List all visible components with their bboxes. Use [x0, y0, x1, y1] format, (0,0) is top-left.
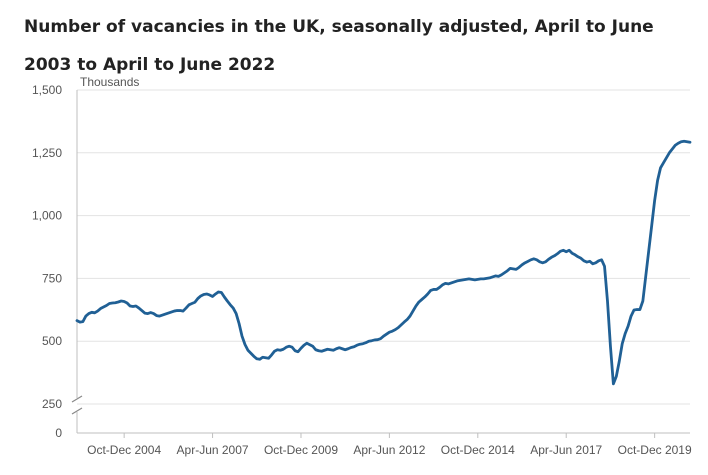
chart-title: Number of vacancies in the UK, seasonall… [24, 17, 654, 75]
y-tick-label: 1,500 [32, 83, 62, 97]
x-tick-label: Apr-Jun 2017 [530, 443, 602, 457]
x-tick-label: Oct-Dec 2004 [87, 443, 161, 457]
x-tick-label: Apr-Jun 2012 [353, 443, 425, 457]
y-tick-label: 500 [42, 334, 62, 348]
gridlines [77, 89, 690, 405]
x-tick-label: Oct-Dec 2014 [441, 443, 515, 457]
y-tick-label: 750 [42, 271, 62, 285]
x-tick-label: Apr-Jun 2007 [177, 443, 249, 457]
y-unit-label: Thousands [80, 75, 139, 89]
x-axis [76, 90, 690, 434]
y-tick-label: 250 [42, 397, 62, 411]
y-axis-ticks: 0 250 500 750 1,000 1,250 1,500 [32, 83, 62, 440]
x-tick-label: Oct-Dec 2009 [264, 443, 338, 457]
y-tick-label: 1,000 [32, 209, 62, 223]
x-tick-label: Oct-Dec 2019 [618, 443, 692, 457]
series-group [75, 139, 692, 386]
y-tick-label: 1,250 [32, 146, 62, 160]
axis-break-icon [71, 395, 83, 415]
series-line-vacancies [75, 139, 692, 386]
y-tick-label: 0 [55, 426, 62, 440]
axis-break-mark [71, 407, 83, 415]
axis-break-mark [71, 395, 83, 403]
x-axis-ticks: Oct-Dec 2004 Apr-Jun 2007 Oct-Dec 2009 Apr-… [87, 433, 692, 457]
